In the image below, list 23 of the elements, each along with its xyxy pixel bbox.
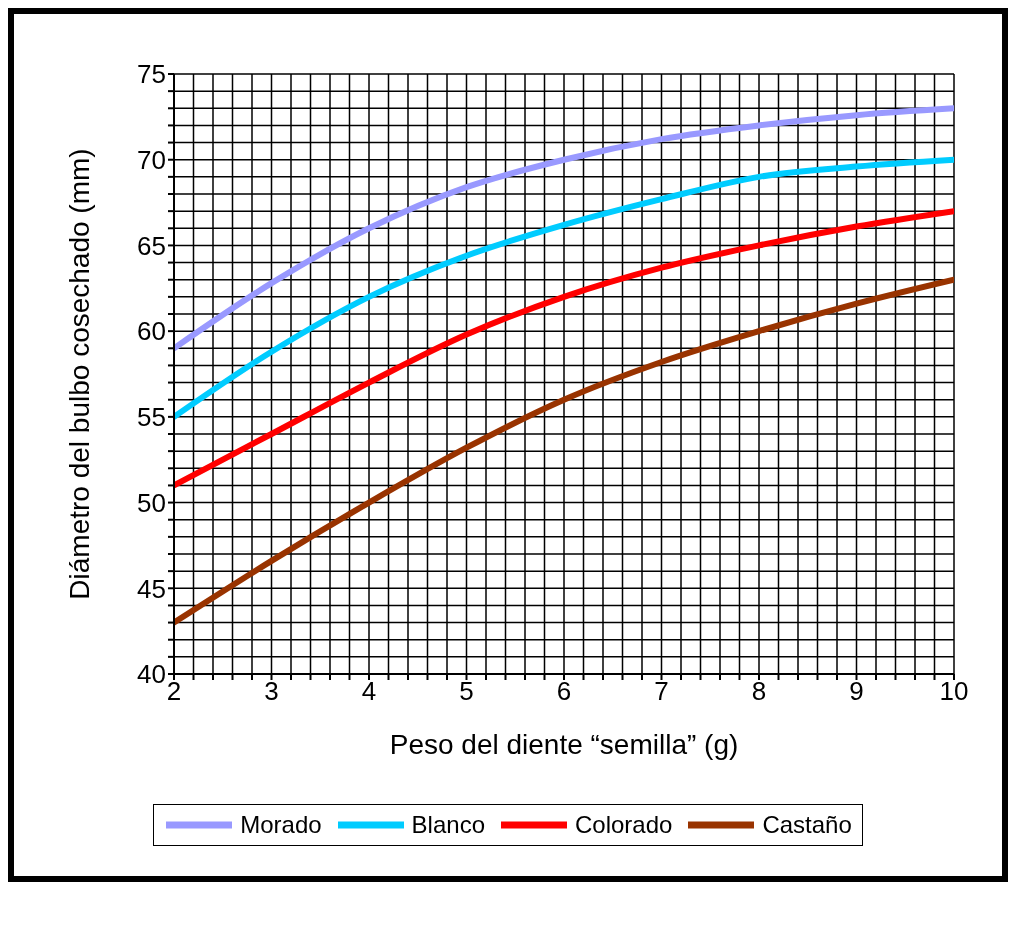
y-tick-label: 55: [137, 402, 166, 433]
x-tick-label: 6: [556, 676, 572, 707]
x-tick-label: 10: [939, 676, 969, 707]
x-tick-label: 7: [654, 676, 669, 707]
y-tick-label: 40: [137, 659, 166, 690]
legend-label: Colorado: [574, 811, 673, 839]
x-axis-title: Peso del diente “semilla” (g): [389, 729, 739, 760]
x-tick-label: 2: [166, 676, 182, 707]
y-tick-label: 75: [137, 59, 166, 90]
x-tick-label: 3: [264, 676, 279, 707]
x-tick-label: 9: [849, 676, 864, 707]
y-tick-label: 70: [137, 144, 166, 175]
legend-label: Morado: [240, 811, 322, 839]
x-tick-label: 5: [459, 676, 474, 707]
x-tick-label: 8: [751, 676, 767, 707]
legend-label: Castaño: [762, 811, 852, 839]
y-tick-label: 50: [137, 487, 166, 518]
y-tick-label: 45: [137, 573, 166, 604]
y-tick-label: 60: [137, 316, 166, 347]
y-axis-title: Diámetro del bulbo cosechado (mm): [63, 148, 95, 600]
legend-label: Blanco: [411, 811, 485, 839]
y-tick-label: 65: [137, 230, 166, 261]
x-tick-label: 4: [361, 676, 377, 707]
